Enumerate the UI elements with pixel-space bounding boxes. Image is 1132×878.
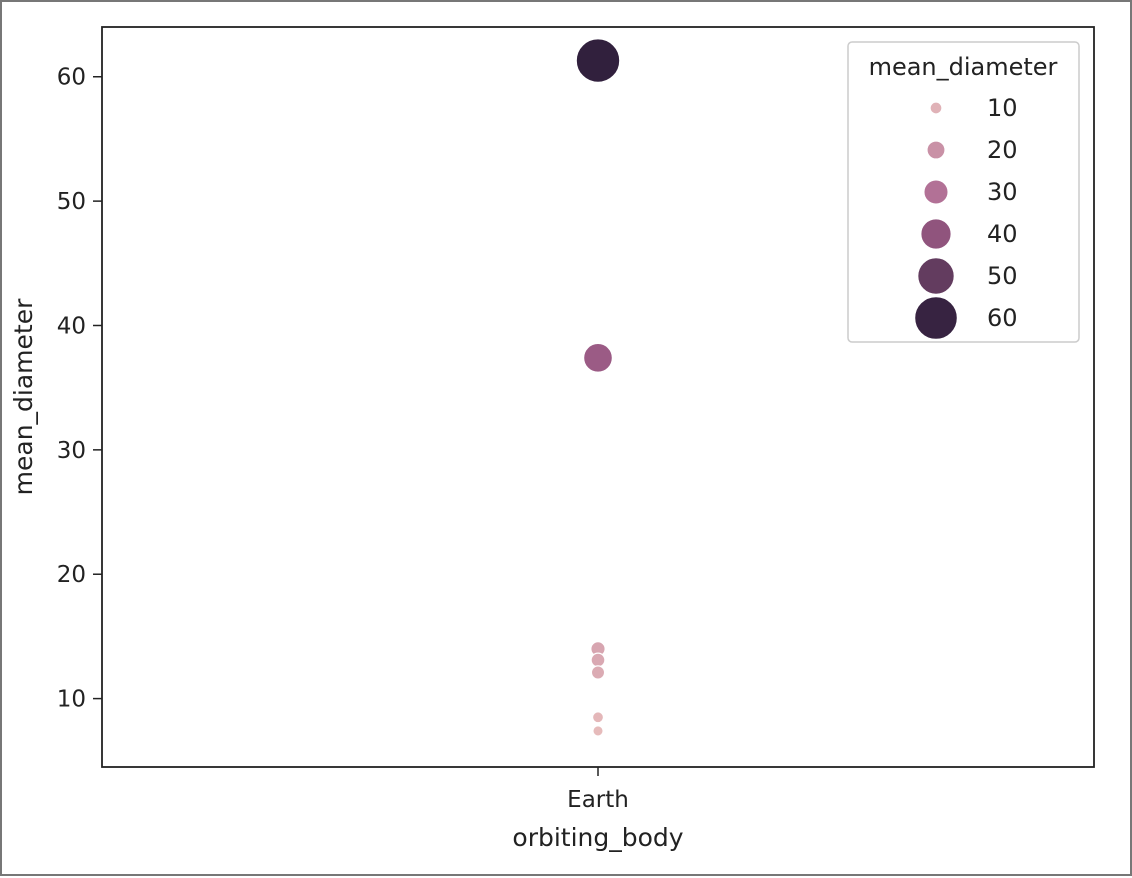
y-tick-label: 30	[57, 438, 86, 464]
scatter-point	[592, 725, 604, 737]
data-points	[575, 38, 621, 737]
y-tick-label: 20	[57, 562, 86, 588]
legend-label: 20	[987, 136, 1018, 164]
scatter-point	[591, 711, 605, 724]
legend-marker	[914, 296, 958, 340]
legend-label: 10	[987, 94, 1018, 122]
y-tick-label: 10	[57, 687, 86, 713]
legend-box	[847, 41, 1080, 343]
y-tick-label: 40	[57, 313, 86, 339]
legend-marker	[920, 218, 952, 250]
legend-label: 40	[987, 220, 1018, 248]
y-tick-label: 60	[57, 65, 86, 91]
legend-marker	[926, 140, 946, 160]
y-axis-label: mean_diameter	[9, 298, 38, 495]
legend-label: 60	[987, 304, 1018, 332]
legend-marker	[929, 101, 943, 115]
y-axis: 10 20 30 40 50 60	[57, 65, 102, 713]
x-tick-label: Earth	[567, 787, 629, 813]
legend-title: mean_diameter	[869, 53, 1058, 81]
legend-marker	[923, 179, 949, 205]
scatter-point	[575, 38, 621, 83]
scatter-point	[583, 342, 613, 373]
legend-label: 30	[987, 178, 1018, 206]
legend-marker	[917, 257, 955, 295]
legend-label: 50	[987, 262, 1018, 290]
legend: mean_diameter 10 20 30 40 50 60	[847, 41, 1080, 343]
x-axis-label: orbiting_body	[512, 823, 683, 852]
x-axis: Earth	[567, 767, 629, 813]
scatter-point	[590, 652, 606, 668]
scatter-point	[590, 665, 606, 680]
y-tick-label: 50	[57, 189, 86, 215]
